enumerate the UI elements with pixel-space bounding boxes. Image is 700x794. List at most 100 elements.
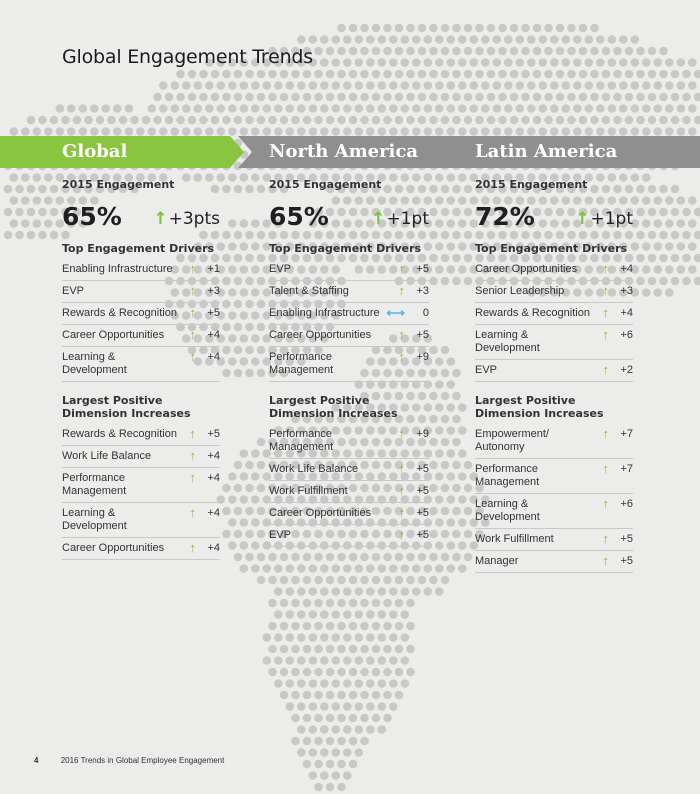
map-dot bbox=[412, 380, 421, 389]
map-dot bbox=[429, 230, 438, 240]
map-dot bbox=[590, 276, 599, 286]
map-dot bbox=[297, 426, 306, 435]
map-dot bbox=[389, 334, 398, 343]
increases-heading-line: Largest Positive bbox=[269, 394, 370, 407]
map-dot bbox=[279, 552, 289, 562]
map-dot bbox=[256, 299, 266, 309]
metric-change-value: +3 bbox=[207, 285, 220, 297]
map-dot bbox=[481, 219, 490, 228]
map-dot bbox=[285, 242, 295, 251]
map-dot bbox=[302, 713, 312, 723]
map-dot bbox=[458, 81, 467, 90]
map-dot bbox=[458, 564, 467, 573]
map-dot bbox=[297, 472, 306, 481]
map-dot bbox=[389, 656, 398, 665]
map-dot bbox=[630, 35, 640, 44]
map-dot bbox=[124, 104, 134, 113]
map-dot bbox=[3, 207, 13, 217]
map-dot bbox=[498, 69, 507, 79]
map-dot bbox=[291, 483, 300, 493]
map-dot bbox=[423, 380, 433, 389]
map-dot bbox=[331, 81, 341, 90]
map-dot bbox=[308, 656, 318, 665]
map-dot bbox=[400, 265, 410, 274]
map-dot bbox=[15, 230, 24, 240]
map-dot bbox=[274, 357, 283, 366]
map-dot bbox=[354, 403, 364, 412]
map-dot bbox=[647, 207, 657, 217]
map-dot bbox=[371, 207, 381, 217]
map-dot bbox=[366, 449, 375, 458]
map-dot bbox=[601, 184, 611, 194]
map-dot bbox=[406, 506, 415, 516]
page-number: 4 bbox=[34, 756, 39, 765]
map-dot bbox=[199, 276, 208, 286]
map-dot bbox=[670, 184, 680, 194]
metric-row: Talent & Staffing ↑ +3 bbox=[269, 281, 429, 303]
map-dot bbox=[440, 552, 450, 562]
map-dot bbox=[320, 541, 329, 550]
map-dot bbox=[412, 265, 421, 274]
map-dot bbox=[544, 207, 553, 217]
metric-label: Management bbox=[269, 441, 334, 453]
map-dot bbox=[285, 357, 295, 366]
map-dot bbox=[406, 598, 415, 608]
map-dot bbox=[389, 81, 398, 90]
map-dot bbox=[371, 713, 381, 723]
map-dot bbox=[435, 403, 444, 412]
map-dot bbox=[435, 426, 444, 435]
map-dot bbox=[406, 483, 415, 493]
map-dot bbox=[527, 81, 536, 90]
map-dot bbox=[285, 702, 295, 711]
map-dot bbox=[308, 104, 318, 113]
metric-row: Empowerment/Autonomy ↑ +7 bbox=[475, 424, 633, 459]
map-dot bbox=[239, 58, 249, 67]
map-dot bbox=[15, 207, 24, 217]
map-dot bbox=[302, 690, 312, 700]
map-dot bbox=[354, 219, 364, 228]
map-dot bbox=[584, 81, 594, 90]
up-arrow-icon: ↑ bbox=[602, 261, 610, 276]
map-dot bbox=[555, 184, 565, 194]
map-dot bbox=[555, 69, 565, 79]
map-dot bbox=[320, 288, 329, 297]
map-dot bbox=[268, 253, 277, 263]
map-dot bbox=[440, 506, 450, 516]
map-dot bbox=[550, 288, 559, 297]
map-dot bbox=[314, 69, 323, 79]
map-dot bbox=[371, 506, 381, 516]
map-dot bbox=[377, 587, 387, 596]
map-dot bbox=[458, 403, 467, 412]
map-dot bbox=[337, 92, 346, 102]
map-dot bbox=[325, 667, 335, 677]
up-arrow-icon: ↑ bbox=[602, 327, 610, 342]
increases-heading: Largest Positive Dimension Increases bbox=[269, 394, 429, 424]
map-dot bbox=[239, 564, 249, 573]
map-dot bbox=[446, 564, 456, 573]
map-dot bbox=[90, 173, 99, 182]
map-dot bbox=[607, 173, 617, 182]
map-dot bbox=[578, 207, 588, 217]
map-dot bbox=[544, 69, 553, 79]
map-dot bbox=[383, 552, 392, 562]
map-dot bbox=[371, 598, 381, 608]
map-dot bbox=[377, 403, 387, 412]
map-dot bbox=[630, 265, 640, 274]
map-dot bbox=[469, 495, 479, 504]
metric-change-value: +4 bbox=[207, 329, 220, 341]
map-dot bbox=[118, 115, 128, 125]
region-column-latin-america: 2015 Engagement 72% ↑+1pt Top Engagement Dr… bbox=[475, 176, 633, 585]
map-dot bbox=[561, 242, 571, 251]
map-dot bbox=[636, 69, 645, 79]
metric-label: EVP bbox=[475, 364, 498, 376]
metric-label: Development bbox=[62, 364, 127, 376]
map-dot bbox=[279, 230, 289, 240]
map-dot bbox=[343, 403, 352, 412]
map-dot bbox=[343, 426, 352, 435]
map-dot bbox=[613, 253, 622, 263]
map-dot bbox=[371, 115, 381, 125]
map-dot bbox=[78, 196, 88, 205]
map-dot bbox=[245, 506, 254, 516]
map-dot bbox=[337, 230, 346, 240]
region-column-global: 2015 Engagement 65% ↑+3pts Top Engagement D… bbox=[62, 176, 220, 572]
